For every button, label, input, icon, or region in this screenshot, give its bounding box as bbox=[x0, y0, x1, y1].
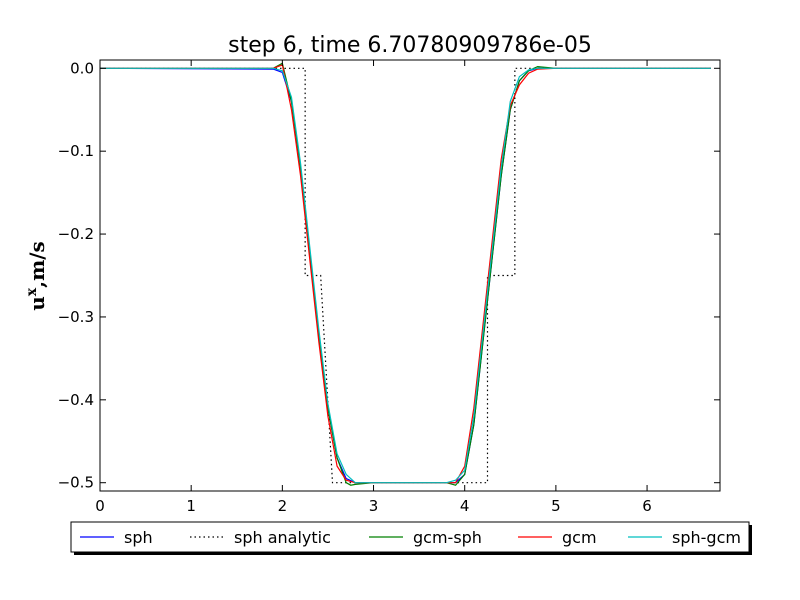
legend-label-0: sph bbox=[124, 528, 153, 547]
legend-items: sph sph analytic gcm-sph gcm sph-gcm bbox=[80, 528, 741, 547]
legend: sph sph analytic gcm-sph gcm sph-gcm bbox=[70, 521, 752, 555]
legend-box bbox=[70, 521, 750, 553]
y-axis-label-rest: ,m/s bbox=[25, 241, 49, 288]
y-axis-label-sup: x bbox=[24, 287, 40, 296]
y-axis-label: ux,m/s bbox=[24, 241, 49, 311]
x-tick-label-5: 5 bbox=[551, 497, 561, 515]
y-tick-label-1: −0.1 bbox=[58, 142, 94, 160]
legend-label-2: gcm-sph bbox=[413, 528, 482, 547]
plot-frame bbox=[99, 59, 721, 492]
series-line-gcm-sph bbox=[100, 62, 711, 486]
series-line-sph-analytic bbox=[100, 67, 711, 484]
chart-title: step 6, time 6.70780909786e-05 bbox=[228, 33, 592, 58]
legend-label-4: sph-gcm bbox=[672, 528, 741, 547]
series-line-gcm bbox=[100, 64, 711, 484]
x-tick-label-4: 4 bbox=[460, 497, 470, 515]
x-tick-label-1: 1 bbox=[186, 497, 196, 515]
y-tick-label-5: −0.5 bbox=[58, 474, 94, 492]
series-line-sph bbox=[99, 67, 711, 484]
legend-label-1: sph analytic bbox=[234, 528, 331, 547]
y-axis-label-main: u bbox=[25, 296, 49, 311]
x-tick-label-2: 2 bbox=[278, 497, 288, 515]
y-tick-label-3: −0.3 bbox=[58, 308, 94, 326]
x-tick-label-6: 6 bbox=[642, 497, 652, 515]
legend-label-3: gcm bbox=[562, 528, 597, 547]
y-tick-label-2: −0.2 bbox=[58, 225, 94, 243]
ticks-layer: 0 1 2 3 4 5 6 0.0 −0.1 −0.2 −0.3 −0.4 −0.5 bbox=[58, 59, 720, 515]
x-tick-label-3: 3 bbox=[369, 497, 379, 515]
series-line-sph-gcm bbox=[100, 67, 711, 484]
series-layer bbox=[99, 62, 711, 486]
x-tick-label-0: 0 bbox=[95, 497, 105, 515]
y-tick-label-4: −0.4 bbox=[58, 391, 94, 409]
y-tick-label-0: 0.0 bbox=[70, 59, 94, 77]
